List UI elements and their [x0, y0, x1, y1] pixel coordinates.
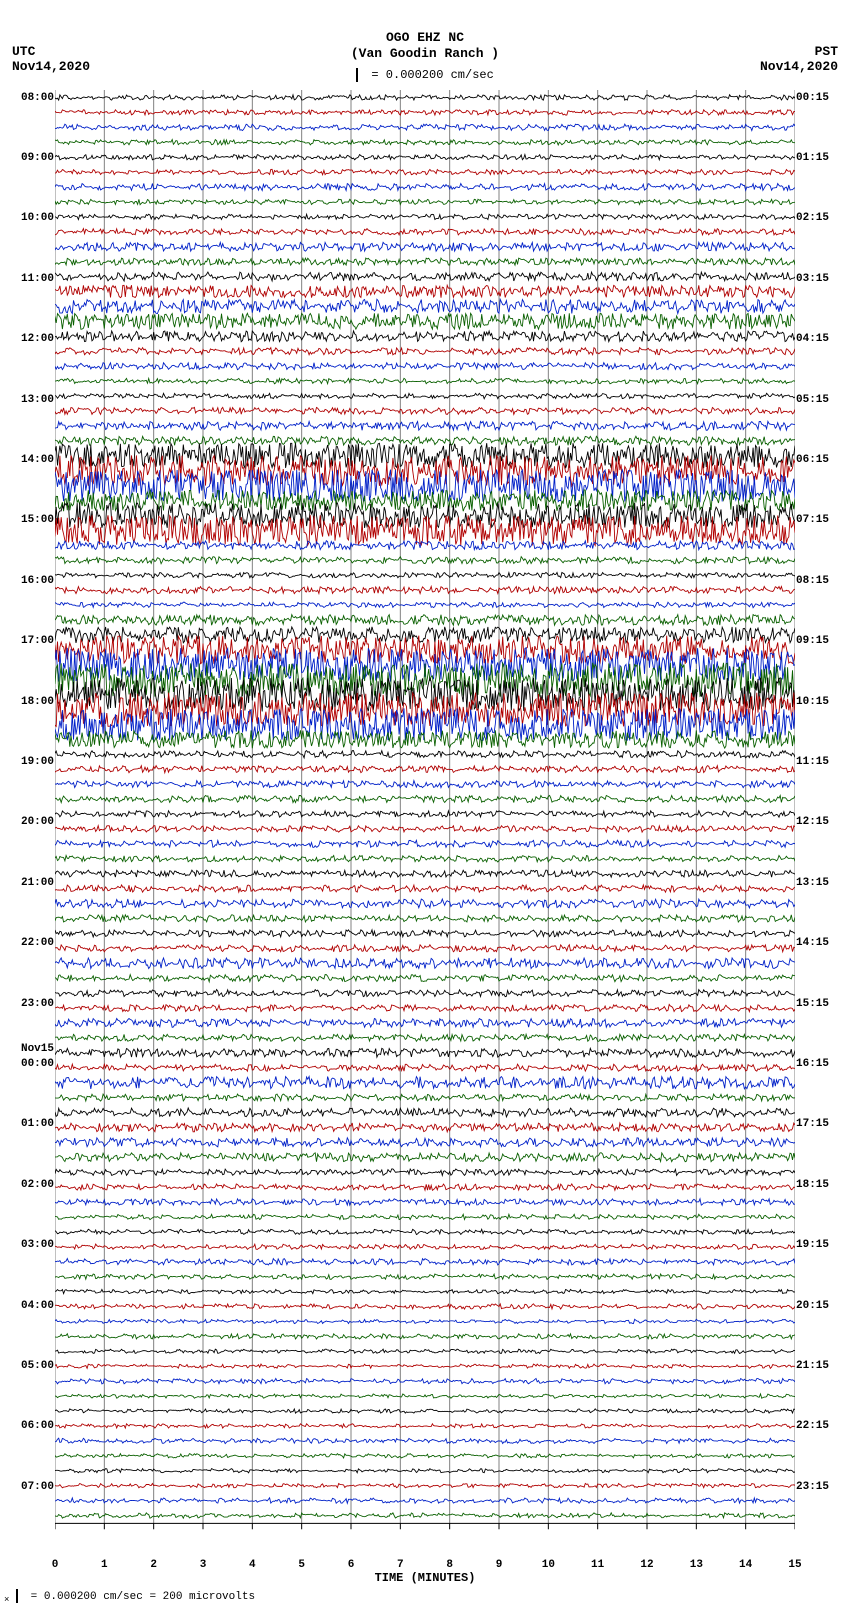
- right-date: Nov14,2020: [760, 59, 838, 74]
- left-time-label: 20:00: [4, 816, 54, 828]
- right-tz: PST: [760, 44, 838, 59]
- right-time-label: 22:15: [796, 1420, 846, 1432]
- right-time-label: 18:15: [796, 1179, 846, 1191]
- left-time-label: 09:00: [4, 152, 54, 164]
- xaxis-tick: 10: [538, 1559, 558, 1571]
- right-time-label: 01:15: [796, 152, 846, 164]
- scale-text: = 0.000200 cm/sec: [371, 68, 493, 82]
- left-date: Nov14,2020: [12, 59, 90, 74]
- left-time-label: 04:00: [4, 1300, 54, 1312]
- right-time-label: 17:15: [796, 1118, 846, 1130]
- right-time-label: 19:15: [796, 1239, 846, 1251]
- xaxis-tick: 14: [736, 1559, 756, 1571]
- left-time-label: 05:00: [4, 1360, 54, 1372]
- left-time-label: 07:00: [4, 1481, 54, 1493]
- left-time-label: 19:00: [4, 756, 54, 768]
- left-time-label: 14:00: [4, 454, 54, 466]
- xaxis-tick: 0: [45, 1559, 65, 1571]
- footer-scale: × = 0.000200 cm/sec = 200 microvolts: [4, 1589, 255, 1605]
- right-time-label: 02:15: [796, 212, 846, 224]
- left-time-label: 12:00: [4, 333, 54, 345]
- right-time-label: 21:15: [796, 1360, 846, 1372]
- right-time-label: 13:15: [796, 877, 846, 889]
- left-time-label: 00:00: [4, 1058, 54, 1070]
- left-time-label: 01:00: [4, 1118, 54, 1130]
- left-timezone-block: UTC Nov14,2020: [12, 44, 90, 74]
- right-timezone-block: PST Nov14,2020: [760, 44, 838, 74]
- left-time-label: 16:00: [4, 575, 54, 587]
- left-time-label: 23:00: [4, 998, 54, 1010]
- right-time-label: 06:15: [796, 454, 846, 466]
- footer-scale-text: = 0.000200 cm/sec = 200 microvolts: [31, 1591, 255, 1603]
- left-time-label: 08:00: [4, 92, 54, 104]
- right-time-label: 00:15: [796, 92, 846, 104]
- right-time-label: 23:15: [796, 1481, 846, 1493]
- left-time-label: 11:00: [4, 273, 54, 285]
- right-time-label: 14:15: [796, 937, 846, 949]
- left-time-label: 17:00: [4, 635, 54, 647]
- left-time-label: 02:00: [4, 1179, 54, 1191]
- xaxis-tick: 2: [144, 1559, 164, 1571]
- right-time-label: 07:15: [796, 514, 846, 526]
- right-time-label: 16:15: [796, 1058, 846, 1070]
- xaxis-label: TIME (MINUTES): [0, 1571, 850, 1585]
- right-time-label: 20:15: [796, 1300, 846, 1312]
- scale-bar-icon: [356, 68, 358, 82]
- xaxis-tick: 1: [94, 1559, 114, 1571]
- right-time-label: 12:15: [796, 816, 846, 828]
- xaxis-tick: 9: [489, 1559, 509, 1571]
- xaxis-tick: 6: [341, 1559, 361, 1571]
- xaxis-tick: 4: [242, 1559, 262, 1571]
- right-time-label: 09:15: [796, 635, 846, 647]
- right-time-label: 05:15: [796, 394, 846, 406]
- helicorder-svg: [55, 90, 795, 1553]
- station-subtitle: (Van Goodin Ranch ): [0, 46, 850, 61]
- xaxis-tick: 8: [440, 1559, 460, 1571]
- left-time-label: Nov15: [4, 1043, 54, 1055]
- left-time-label: 22:00: [4, 937, 54, 949]
- xaxis-tick: 15: [785, 1559, 805, 1571]
- right-time-label: 03:15: [796, 273, 846, 285]
- right-time-label: 10:15: [796, 696, 846, 708]
- left-time-label: 18:00: [4, 696, 54, 708]
- left-tz: UTC: [12, 44, 90, 59]
- left-time-label: 06:00: [4, 1420, 54, 1432]
- left-time-label: 10:00: [4, 212, 54, 224]
- scale-bar-icon: [16, 1589, 18, 1603]
- left-time-label: 15:00: [4, 514, 54, 526]
- helicorder-chart: [55, 90, 795, 1553]
- right-time-label: 04:15: [796, 333, 846, 345]
- left-time-label: 03:00: [4, 1239, 54, 1251]
- scale-indicator: = 0.000200 cm/sec: [0, 68, 850, 82]
- xaxis-tick: 12: [637, 1559, 657, 1571]
- left-time-label: 21:00: [4, 877, 54, 889]
- xaxis-tick: 3: [193, 1559, 213, 1571]
- left-time-label: 13:00: [4, 394, 54, 406]
- right-time-label: 08:15: [796, 575, 846, 587]
- xaxis-tick: 7: [390, 1559, 410, 1571]
- xaxis-tick: 13: [686, 1559, 706, 1571]
- right-time-label: 11:15: [796, 756, 846, 768]
- station-title: OGO EHZ NC: [0, 30, 850, 45]
- xaxis-tick: 5: [292, 1559, 312, 1571]
- xaxis-tick: 11: [588, 1559, 608, 1571]
- right-time-label: 15:15: [796, 998, 846, 1010]
